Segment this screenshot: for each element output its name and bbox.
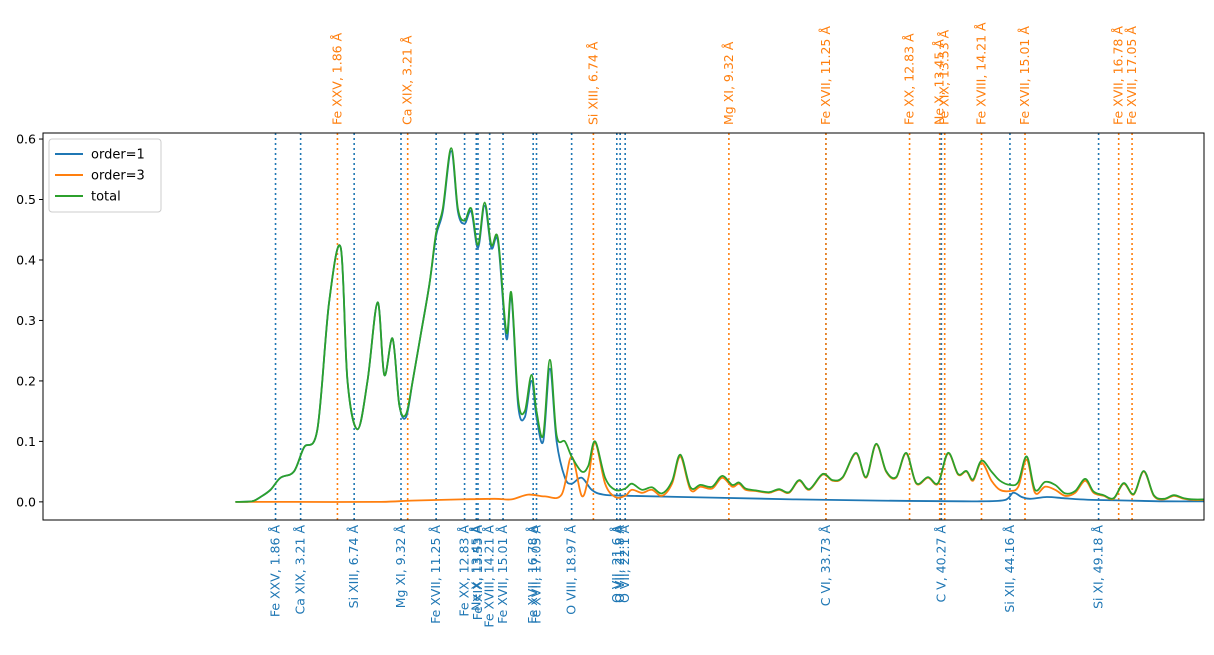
order3-label-11: Fe XVII, 17.05 Å [1124,26,1139,125]
order3-label-1: Ca XIX, 3.21 Å [400,35,415,125]
order1-label-2: Si XIII, 6.74 Å [346,525,361,609]
y-tick-label-3: 0.3 [16,313,36,328]
legend-label-2: total [91,190,121,205]
order3-label-9: Fe XVII, 15.01 Å [1017,26,1032,125]
y-axis: 0.0 0.1 0.2 0.3 0.4 0.5 0.6 [16,132,43,509]
legend: order=1 order=3 total [48,138,162,213]
order1-label-12: O VIII, 18.97 Å [564,525,579,615]
y-tick-label-0: 0.0 [16,494,36,509]
legend-label-1: order=3 [91,169,145,184]
y-tick-label-5: 0.5 [16,192,36,207]
order1-label-5: Fe XX, 12.83 Å [457,525,472,617]
order1-label-4: Fe XVII, 11.25 Å [428,525,443,624]
order1-label-3: Mg XI, 9.32 Å [393,525,408,609]
order3-label-4: Fe XVII, 11.25 Å [818,26,833,125]
order3-label-3: Mg XI, 9.32 Å [721,41,736,125]
legend-box [48,138,162,213]
order1-label-0: Fe XXV, 1.86 Å [268,525,283,618]
order3-label-5: Fe XX, 12.83 Å [902,33,917,125]
order1-label-6: Ne X, 13.45 Å [468,525,483,611]
order3-label-8: Fe XVIII, 14.21 Å [974,22,989,125]
order1-line-markers [274,133,1100,520]
order1-label-14: O VII, 21.8 Å [612,525,627,603]
y-tick-label-6: 0.6 [16,132,36,147]
order1-label-16: C VI, 33.73 Å [818,525,833,607]
series-line-total [235,147,1205,503]
order1-label-7: Fe XIX, 13.53 Å [470,525,485,621]
order1-label-11: Fe XVII, 17.05 Å [529,525,544,624]
order3-line-labels: Fe XXV, 1.86 Å Ca XIX, 3.21 Å Si XIII, 6.7… [329,22,1139,125]
order1-label-9: Fe XVII, 15.01 Å [495,525,510,624]
y-tick-label-1: 0.1 [16,434,36,449]
order1-label-18: Si XII, 44.16 Å [1002,525,1017,613]
order1-label-8: Fe XVIII, 14.21 Å [482,525,497,628]
plot-frame [42,132,1205,521]
order1-label-15: O VII, 22.1 Å [617,525,632,603]
order1-label-17: C V, 40.27 Å [933,525,948,603]
series-layer [235,147,1205,503]
legend-label-0: order=1 [91,148,145,163]
order3-label-7: Fe XIX, 13.53 Å [937,29,952,125]
order3-label-0: Fe XXV, 1.86 Å [329,32,344,125]
order3-label-10: Fe XVII, 16.78 Å [1111,26,1126,125]
order1-label-13: O VII, 21.6 Å [609,525,624,603]
order1-line-labels: Fe XXV, 1.86 Å Ca XIX, 3.21 Å Si XIII, 6.7… [268,525,1106,628]
order3-label-2: Si XIII, 6.74 Å [585,41,600,125]
order1-label-10: Fe XVII, 16.78 Å [525,525,540,624]
y-tick-label-4: 0.4 [16,252,36,267]
order3-label-6: Ne X, 13.45 Å [932,39,947,125]
order1-label-19: Si XI, 49.18 Å [1091,525,1106,609]
order1-label-1: Ca XIX, 3.21 Å [293,525,308,615]
y-tick-label-2: 0.2 [16,373,36,388]
series-line-order-3 [235,441,1205,503]
